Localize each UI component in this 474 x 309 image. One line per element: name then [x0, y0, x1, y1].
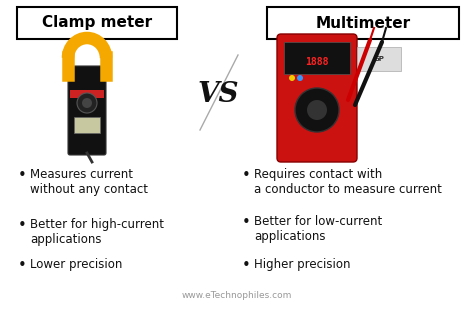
Text: VS: VS [197, 82, 239, 108]
Text: Higher precision: Higher precision [254, 258, 350, 271]
Circle shape [295, 88, 339, 132]
FancyBboxPatch shape [74, 117, 100, 133]
Text: •: • [242, 258, 251, 273]
FancyBboxPatch shape [284, 42, 350, 74]
Text: Clamp meter: Clamp meter [42, 15, 152, 31]
Text: •: • [18, 258, 27, 273]
FancyBboxPatch shape [68, 66, 106, 155]
Text: Lower precision: Lower precision [30, 258, 122, 271]
Text: Better for high-current
applications: Better for high-current applications [30, 218, 164, 246]
Text: Requires contact with
a conductor to measure current: Requires contact with a conductor to mea… [254, 168, 442, 196]
Text: 1888: 1888 [305, 57, 329, 67]
FancyBboxPatch shape [17, 7, 177, 39]
Circle shape [307, 100, 327, 120]
Circle shape [77, 93, 97, 113]
Circle shape [289, 75, 295, 81]
FancyBboxPatch shape [267, 7, 459, 39]
Circle shape [297, 75, 303, 81]
Text: •: • [242, 168, 251, 183]
FancyBboxPatch shape [70, 90, 104, 98]
Circle shape [82, 98, 92, 108]
Text: Better for low-current
applications: Better for low-current applications [254, 215, 382, 243]
FancyBboxPatch shape [357, 47, 401, 71]
Text: Measures current
without any contact: Measures current without any contact [30, 168, 148, 196]
Text: •: • [18, 168, 27, 183]
Text: •: • [242, 215, 251, 230]
FancyBboxPatch shape [277, 34, 357, 162]
Text: GP: GP [374, 56, 384, 62]
Text: Multimeter: Multimeter [315, 15, 410, 31]
Text: •: • [18, 218, 27, 233]
Text: www.eTechnophiles.com: www.eTechnophiles.com [182, 291, 292, 300]
